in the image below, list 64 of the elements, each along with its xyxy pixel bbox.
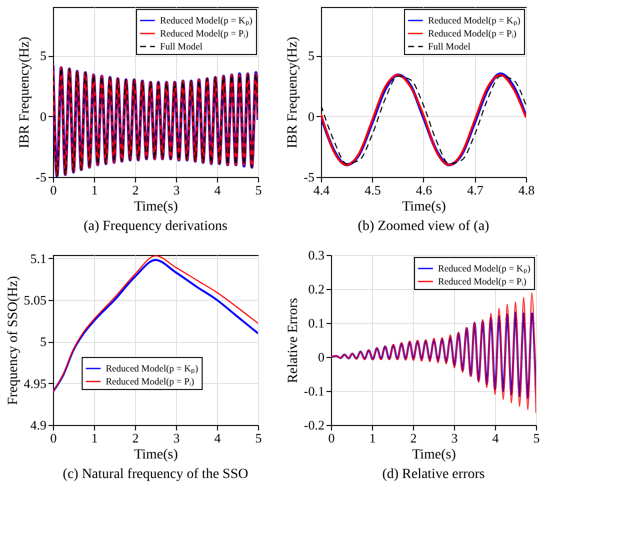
legend-label: Reduced Model(p = Pᵢ) <box>106 378 194 388</box>
y-tick-label: 5.05 <box>24 292 46 308</box>
y-tick-label: -0.1 <box>304 384 324 398</box>
x-tick-label: 4.8 <box>518 182 535 198</box>
legend-label: Reduced Model(p = Kₚ) <box>428 16 520 26</box>
y-tick-label: 5 <box>40 48 46 64</box>
x-axis-title: Time(s) <box>412 448 456 462</box>
y-tick-label: 4.95 <box>24 376 46 391</box>
x-tick-label: 5 <box>255 430 262 446</box>
x-tick-label: 4.7 <box>467 182 484 198</box>
text: (d) Relative errors <box>382 467 485 482</box>
x-axis-title: Time(s) <box>402 200 446 214</box>
x-tick-label: 4 <box>492 430 500 446</box>
x-tick-label: 5 <box>255 182 262 198</box>
y-tick-label: 0.1 <box>308 316 324 330</box>
y-tick-label: -0.2 <box>304 418 324 432</box>
line-series <box>331 292 536 414</box>
y-tick-label: 5 <box>40 334 46 350</box>
legend-label: Reduced Model(p = Kₚ) <box>106 364 198 374</box>
x-tick-label: 3 <box>173 430 180 446</box>
x-tick-label: 2 <box>410 430 417 446</box>
y-tick-label: 0 <box>308 108 314 124</box>
y-tick-label: 0.2 <box>308 282 324 296</box>
y-tick-label: 5 <box>308 48 314 64</box>
x-tick-label: 4 <box>214 182 222 198</box>
x-tick-label: 3 <box>451 430 458 446</box>
x-axis-title: Time(s) <box>134 448 178 462</box>
x-axis-title: Time(s) <box>134 200 178 214</box>
y-tick-label: 0.3 <box>308 248 324 262</box>
x-tick-label: 5 <box>533 430 540 446</box>
y-tick-label: 0 <box>40 108 46 124</box>
line-series <box>331 312 536 399</box>
legend-label: Reduced Model(p = Kₚ) <box>438 264 530 274</box>
y-axis-title: Relative Errors <box>286 298 301 384</box>
legend-label: Reduced Model(p = Kₚ) <box>160 16 252 26</box>
text: (a) Frequency derivations <box>84 219 228 234</box>
y-axis-title: IBR Frequency(Hz) <box>286 36 301 148</box>
legend-label: Reduced Model(p = Pᵢ) <box>438 278 526 288</box>
x-tick-label: 1 <box>91 430 98 446</box>
text: (c) Natural frequency of the SSO <box>62 467 248 482</box>
y-axis-title: IBR Frequency(Hz) <box>18 36 33 148</box>
legend-label: Reduced Model(p = Pᵢ) <box>160 30 248 40</box>
y-axis-title: Frequency of SSO(Hz) <box>6 276 21 406</box>
text: (b) Zoomed view of (a) <box>358 219 490 234</box>
x-tick-label: 1 <box>91 182 98 198</box>
x-tick-label: 4.4 <box>313 182 330 198</box>
x-tick-label: 4 <box>214 430 222 446</box>
legend-label: Full Model <box>428 42 471 52</box>
y-tick-label: -5 <box>36 170 46 184</box>
y-tick-label: 0 <box>318 350 324 364</box>
y-tick-label: 4.9 <box>30 418 46 432</box>
x-tick-label: 0 <box>328 430 335 446</box>
x-tick-label: 4.5 <box>364 182 381 198</box>
x-tick-label: 4.6 <box>416 182 433 198</box>
legend-label: Reduced Model(p = Pᵢ) <box>428 30 516 40</box>
x-tick-label: 0 <box>50 430 57 446</box>
y-tick-label: -5 <box>304 170 314 184</box>
x-tick-label: 0 <box>50 182 57 198</box>
x-tick-label: 2 <box>132 430 139 446</box>
legend-label: Full Model <box>160 42 203 52</box>
y-tick-label: 5.1 <box>30 250 46 266</box>
x-tick-label: 3 <box>173 182 180 198</box>
x-tick-label: 1 <box>369 430 376 446</box>
x-tick-label: 2 <box>132 182 139 198</box>
